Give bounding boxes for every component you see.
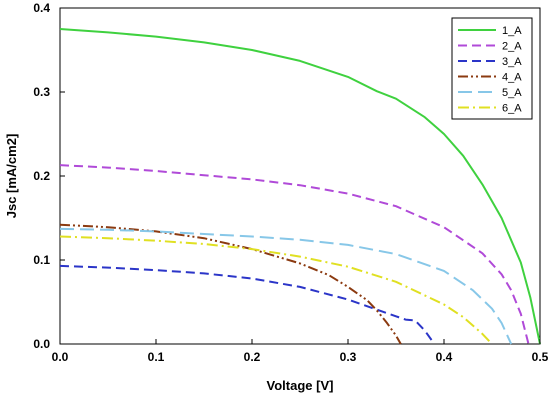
series-line-3-a — [59, 264, 436, 345]
y-tick-label: 0.4 — [33, 1, 50, 15]
legend-label: 6_A — [502, 103, 522, 115]
x-tick-label: 0.1 — [148, 350, 165, 364]
legend-label: 3_A — [502, 56, 522, 68]
x-tick-label: 0.4 — [436, 350, 453, 364]
legend-label: 1_A — [502, 25, 522, 37]
series-line-4-a — [59, 223, 402, 345]
series-line-5-a — [59, 227, 513, 345]
legend: 1_A 2_A 3_A 4_A 5_A 6_A — [451, 17, 533, 120]
y-tick-label: 0.1 — [33, 253, 50, 267]
legend-box — [451, 17, 533, 120]
legend-label: 5_A — [502, 87, 522, 99]
x-tick-label: 0.0 — [52, 350, 69, 364]
x-tick-label: 0.2 — [244, 350, 261, 364]
legend-label: 4_A — [502, 72, 522, 84]
x-axis-title: Voltage [V] — [267, 378, 334, 393]
series-line-2-a — [59, 164, 530, 345]
series-layer — [59, 28, 541, 345]
x-axis-ticks: 0.0 0.1 0.2 0.3 0.4 0.5 — [52, 339, 549, 364]
x-tick-label: 0.3 — [340, 350, 357, 364]
y-axis-title: Jsc [mA/cm2] — [4, 134, 19, 219]
y-tick-label: 0.0 — [33, 337, 50, 351]
y-tick-label: 0.2 — [33, 169, 50, 183]
x-tick-label: 0.5 — [532, 350, 549, 364]
y-axis-ticks: 0.0 0.1 0.2 0.3 0.4 — [33, 1, 65, 351]
series-line-1-a — [59, 28, 541, 345]
series-line-6-a — [59, 235, 493, 345]
legend-label: 2_A — [502, 41, 522, 53]
y-tick-label: 0.3 — [33, 85, 50, 99]
